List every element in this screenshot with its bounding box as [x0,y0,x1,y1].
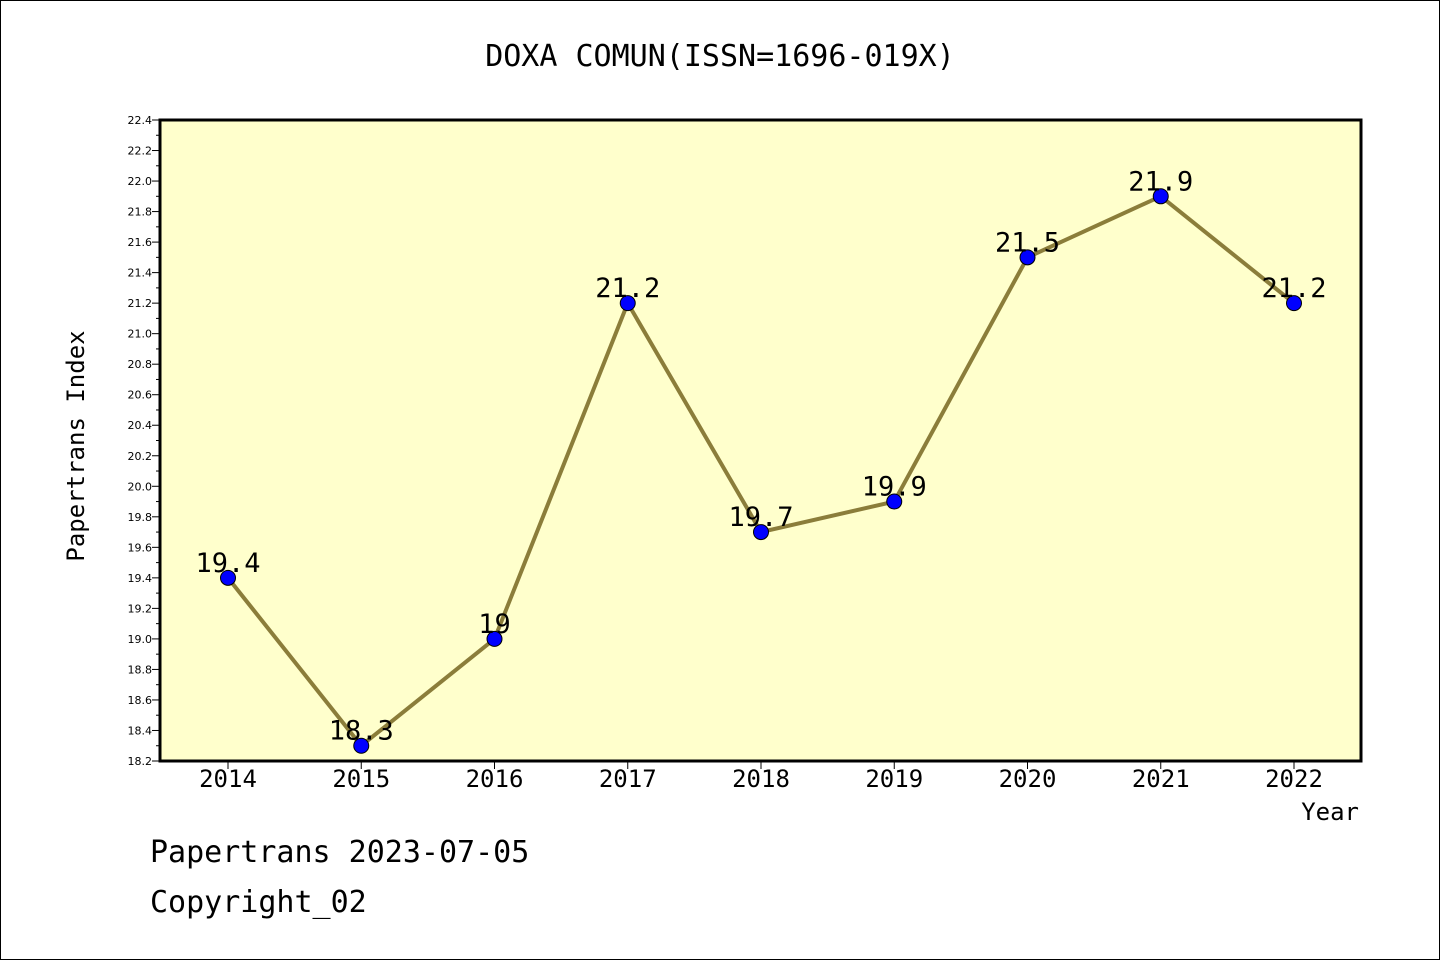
y-tick-label: 18.8 [128,663,153,676]
y-tick-label: 22.2 [128,145,153,158]
y-tick-label: 19.4 [128,572,153,585]
y-tick-label: 21.2 [128,297,153,310]
series-markers [220,188,1302,754]
x-tick-label: 2020 [999,765,1057,793]
data-point [1286,295,1302,312]
footer-date: Papertrans 2023-07-05 [150,835,530,870]
y-tick-label: 20.6 [128,389,153,402]
x-tick-label: 2019 [865,765,923,793]
x-tick-label: 2015 [332,765,390,793]
data-label: 21.2 [595,273,660,304]
data-label: 19.4 [195,548,260,579]
data-label: 18.3 [329,716,394,747]
y-tick-label: 22.0 [128,175,153,188]
chart-title: DOXA COMUN(ISSN=1696-019X) [485,39,955,74]
x-tick-label: 2018 [732,765,790,793]
y-tick-label: 19.8 [128,511,153,524]
y-tick-label: 21.6 [128,236,153,249]
data-label: 19 [478,609,511,640]
x-tick-label: 2016 [466,765,524,793]
data-point [353,737,370,754]
x-tick-label: 2014 [199,765,257,793]
y-tick-label: 19.0 [128,633,153,646]
x-tick-label: 2021 [1132,765,1190,793]
data-label: 19.9 [862,472,927,503]
data-point [619,295,636,312]
y-tick-label: 21.8 [128,206,153,219]
x-tick-label: 2022 [1265,765,1323,793]
y-tick-label: 20.8 [128,358,153,371]
data-point [1152,188,1169,205]
y-tick-label: 18.4 [128,724,153,737]
data-point [886,493,903,510]
x-axis: 2014 2015 2016 2017 2018 2019 2020 2021 2022 [199,761,1323,793]
data-labels: 19.4 18.3 19 21.2 19.7 19.9 21.5 21.9 21.2 [195,166,1326,746]
y-axis: 18.2 18.4 18.6 18.8 19.0 19.2 19.4 19.6 19.8 20.0… [128,114,160,768]
y-tick-label: 20.4 [128,419,153,432]
data-point [486,630,503,647]
y-tick-label: 21.0 [128,328,153,341]
plot-area [158,118,1363,763]
data-point [1019,249,1036,266]
data-point [220,569,236,586]
y-tick-label: 22.4 [128,114,153,127]
data-label: 21.5 [995,227,1060,258]
y-tick-label: 18.6 [128,694,153,707]
x-tick-label: 2017 [599,765,657,793]
data-point [753,524,769,541]
y-tick-label: 19.6 [128,541,153,554]
data-label: 19.7 [728,502,793,533]
footer-copyright: Copyright_02 [150,885,367,920]
y-axis-label: Papertrans Index [62,330,90,561]
y-tick-label: 18.2 [128,755,153,768]
y-tick-label: 19.2 [128,602,153,615]
y-tick-label: 21.4 [128,267,153,280]
data-label: 21.2 [1261,273,1326,304]
data-label: 21.9 [1128,166,1193,197]
y-tick-label: 20.2 [128,450,153,463]
x-axis-label: Year [1301,798,1359,826]
y-tick-label: 20.0 [128,480,153,493]
